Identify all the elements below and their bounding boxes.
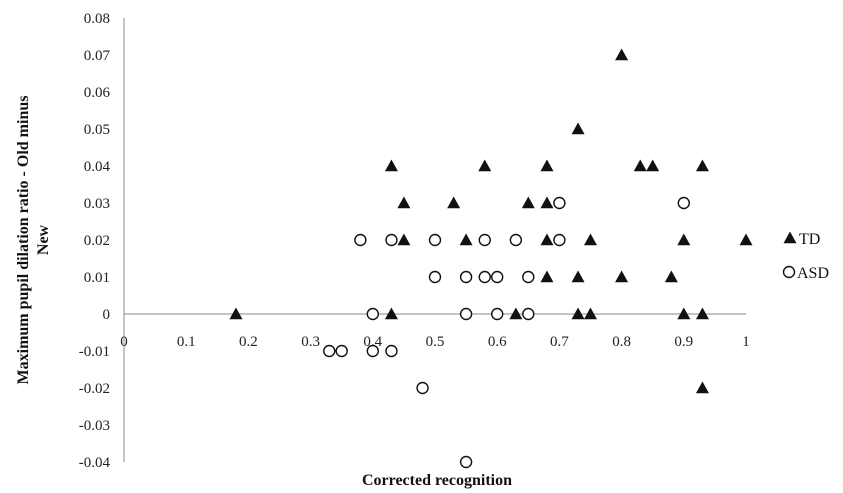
td-point <box>571 122 585 135</box>
y-tick-label: 0.07 <box>84 48 111 64</box>
td-point <box>571 307 585 320</box>
td-point <box>664 270 678 283</box>
td-point <box>677 233 691 246</box>
td-point <box>397 233 411 246</box>
asd-point <box>366 344 379 358</box>
axes <box>123 18 746 462</box>
asd-point <box>428 270 442 284</box>
td-point <box>695 307 709 320</box>
x-tick-label: 0.2 <box>239 334 258 350</box>
asd-point <box>491 307 504 321</box>
legend: TD ASD <box>782 231 829 282</box>
x-tick-label: 0.3 <box>301 334 320 350</box>
x-tick-label: 0.6 <box>488 334 507 350</box>
td-point <box>459 233 473 246</box>
td-point <box>447 196 461 209</box>
td-point <box>695 159 709 172</box>
asd-point <box>553 196 566 210</box>
x-tick-labels: 0 0.1 0.2 0.3 0.4 0.5 0.6 0.7 0.8 0.9 1 <box>120 334 750 350</box>
y-tick-label: -0.01 <box>79 344 110 360</box>
td-point <box>521 196 535 209</box>
td-point <box>584 307 597 320</box>
y-tick-label: -0.04 <box>79 455 111 471</box>
asd-point <box>354 233 367 247</box>
asd-point <box>416 381 429 395</box>
y-tick-label: -0.02 <box>79 381 110 397</box>
x-axis-title: Corrected recognition <box>362 472 512 489</box>
asd-point <box>385 344 398 358</box>
data-points <box>229 48 753 469</box>
td-point <box>540 233 554 246</box>
y-tick-label: 0.01 <box>84 270 110 286</box>
y-tick-label: 0.02 <box>84 233 110 249</box>
td-point <box>633 159 647 172</box>
x-tick-label: 0.5 <box>426 334 445 350</box>
asd-point <box>522 270 535 284</box>
asd-point <box>335 344 348 358</box>
asd-point <box>677 196 690 210</box>
legend-asd-marker <box>782 265 796 279</box>
asd-point <box>428 233 442 247</box>
td-point <box>229 307 243 320</box>
y-tick-label: 0.05 <box>84 122 110 138</box>
td-point <box>478 159 492 172</box>
legend-td-marker <box>783 231 797 244</box>
y-axis-title-line-1: Maximum pupil dilation ratio - Old minus <box>15 96 32 385</box>
td-point <box>571 270 585 283</box>
x-tick-label: 0.9 <box>674 334 693 350</box>
x-tick-label: 0.7 <box>550 334 569 350</box>
y-tick-labels: 0.08 0.07 0.06 0.05 0.04 0.03 0.02 0.01 0 -0.01 -0… <box>79 11 111 471</box>
asd-point <box>459 307 473 321</box>
td-point <box>615 270 629 283</box>
td-point <box>677 307 691 320</box>
asd-point <box>459 455 473 469</box>
td-point <box>540 196 554 209</box>
y-axis-title-line-2: New <box>35 224 52 255</box>
td-point <box>384 159 398 172</box>
asd-point <box>478 270 491 284</box>
asd-point <box>366 307 379 321</box>
asd-point <box>459 270 473 284</box>
asd-point <box>323 344 336 358</box>
asd-point <box>478 233 491 247</box>
x-tick-label: 1 <box>742 334 750 350</box>
asd-point <box>553 233 566 247</box>
legend-asd-label: ASD <box>797 265 829 282</box>
x-tick-label: 0.8 <box>612 334 631 350</box>
y-tick-label: -0.03 <box>79 418 110 434</box>
td-point <box>540 270 554 283</box>
y-tick-label: 0.06 <box>84 85 111 101</box>
td-point <box>397 196 411 209</box>
asd-point <box>522 307 535 321</box>
x-tick-label: 0.1 <box>177 334 196 350</box>
asd-point <box>491 270 504 284</box>
y-tick-label: 0.03 <box>84 196 110 212</box>
x-tick-label: 0 <box>120 334 128 350</box>
legend-td-label: TD <box>799 231 820 248</box>
td-point <box>509 307 523 320</box>
td-point <box>695 381 709 394</box>
td-point <box>384 307 398 320</box>
y-tick-label: 0 <box>103 307 111 323</box>
y-axis-title: Maximum pupil dilation ratio - Old minus… <box>15 96 52 385</box>
td-point <box>646 159 660 172</box>
asd-point <box>385 233 398 247</box>
y-tick-label: 0.04 <box>84 159 111 175</box>
td-point <box>584 233 597 246</box>
td-point <box>615 48 629 61</box>
x-tick-label: 0.4 <box>363 334 382 350</box>
td-point <box>739 233 753 246</box>
y-tick-label: 0.08 <box>84 11 110 27</box>
asd-point <box>509 233 523 247</box>
td-point <box>540 159 554 172</box>
